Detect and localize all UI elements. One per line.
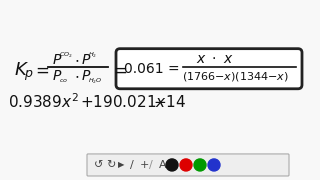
FancyBboxPatch shape (87, 154, 289, 176)
Text: $-14$: $-14$ (153, 94, 186, 110)
Text: $p$: $p$ (24, 68, 33, 82)
Text: $(1766{-}x)(1344{-}x)$: $(1766{-}x)(1344{-}x)$ (182, 70, 289, 83)
Text: $\cdot$: $\cdot$ (74, 68, 79, 83)
Text: 0.061 =: 0.061 = (124, 62, 180, 76)
Text: $\cdot$: $\cdot$ (74, 52, 79, 67)
Circle shape (166, 159, 178, 171)
Text: /: / (149, 160, 153, 170)
Text: $0.9389x^2$: $0.9389x^2$ (8, 93, 79, 111)
Text: ▶: ▶ (118, 160, 124, 169)
Text: $_{H_2}$: $_{H_2}$ (88, 50, 97, 60)
Text: $_{CO_2}$: $_{CO_2}$ (59, 50, 73, 60)
Text: ↻: ↻ (106, 160, 116, 170)
Text: $x\ \cdot\ x$: $x\ \cdot\ x$ (196, 52, 234, 66)
Text: $P$: $P$ (81, 69, 91, 83)
Text: $P$: $P$ (52, 69, 62, 83)
Circle shape (208, 159, 220, 171)
Text: +: + (140, 160, 149, 170)
FancyBboxPatch shape (116, 49, 302, 89)
Text: $K$: $K$ (14, 61, 29, 79)
Circle shape (194, 159, 206, 171)
Text: $P$: $P$ (81, 53, 91, 67)
Text: $P$: $P$ (52, 53, 62, 67)
Text: A: A (159, 160, 167, 170)
Circle shape (180, 159, 192, 171)
Text: $=$: $=$ (32, 61, 49, 79)
Text: ↺: ↺ (94, 160, 103, 170)
Text: /: / (130, 160, 134, 170)
Text: $_{H_2O}$: $_{H_2O}$ (88, 76, 103, 86)
Text: $=$: $=$ (110, 61, 127, 79)
Text: $_{co}$: $_{co}$ (59, 76, 68, 85)
Text: $+190.021x$: $+190.021x$ (80, 94, 167, 110)
